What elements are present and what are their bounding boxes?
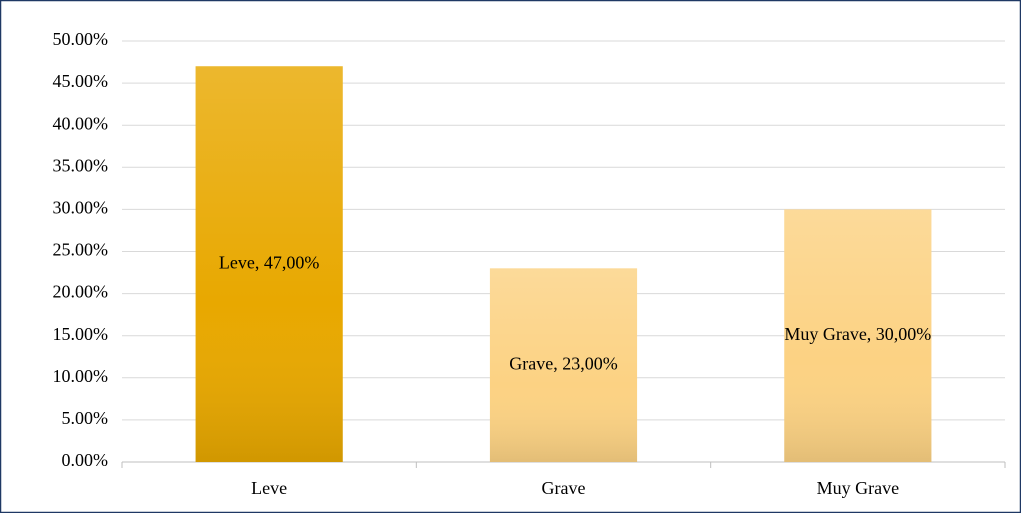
bar-shade — [195, 66, 343, 462]
y-tick-label: 0.00% — [62, 450, 109, 470]
x-tick-label: Grave — [542, 478, 586, 498]
y-tick-label: 25.00% — [53, 240, 109, 260]
y-tick-label: 40.00% — [53, 113, 109, 133]
data-label: Grave, 23,00% — [509, 353, 617, 373]
y-tick-label: 50.00% — [53, 29, 109, 49]
y-tick-label: 5.00% — [62, 408, 109, 428]
y-tick-label: 10.00% — [53, 366, 109, 386]
data-label: Leve, 47,00% — [219, 252, 319, 272]
y-tick-label: 30.00% — [53, 198, 109, 218]
y-tick-label: 15.00% — [53, 324, 109, 344]
x-tick-label: Muy Grave — [817, 478, 899, 498]
x-tick-label: Leve — [251, 478, 287, 498]
y-tick-label: 45.00% — [53, 71, 109, 91]
bar-shade — [489, 268, 638, 462]
y-tick-label: 35.00% — [53, 155, 109, 175]
y-tick-label: 20.00% — [53, 282, 109, 302]
bar-shade — [784, 209, 932, 462]
data-label: Muy Grave, 30,00% — [784, 324, 931, 344]
